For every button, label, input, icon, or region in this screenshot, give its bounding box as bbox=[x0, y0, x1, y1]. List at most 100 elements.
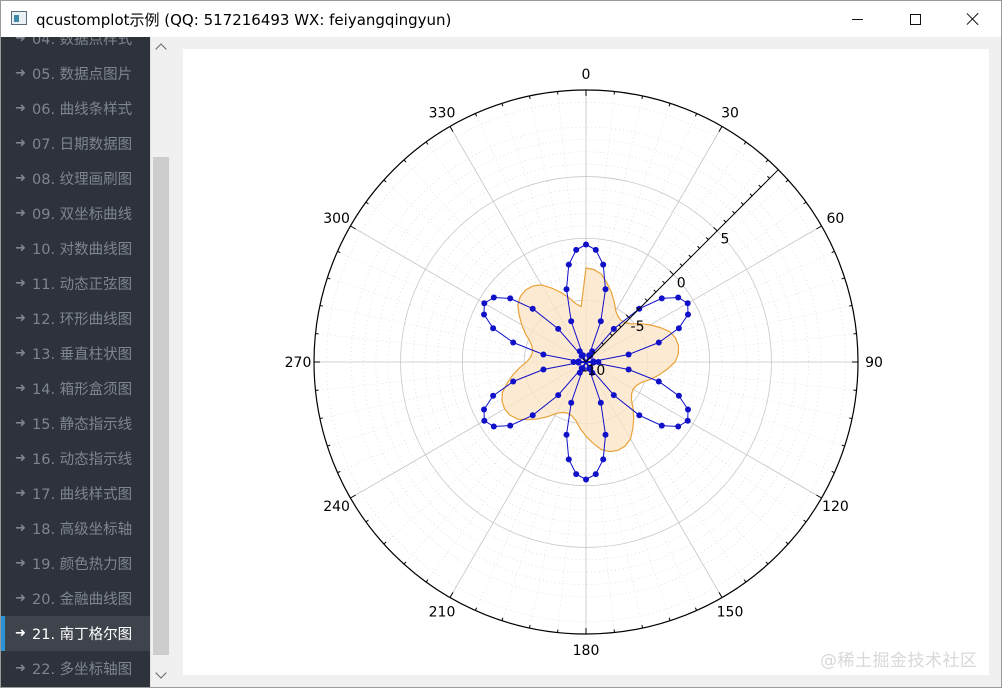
angular-major-tick bbox=[816, 225, 822, 230]
data-point bbox=[685, 311, 691, 318]
angular-major-tick bbox=[449, 126, 454, 132]
data-point bbox=[563, 431, 570, 438]
data-point bbox=[540, 351, 547, 358]
data-point bbox=[507, 422, 514, 429]
radial-minor-tick bbox=[609, 333, 613, 337]
data-point bbox=[685, 406, 691, 413]
data-point bbox=[555, 392, 562, 399]
angular-minor-tick bbox=[501, 103, 504, 107]
minor-grid-spoke bbox=[319, 305, 587, 363]
angular-minor-tick bbox=[849, 417, 853, 420]
scroll-down-button[interactable] bbox=[151, 665, 171, 685]
angular-minor-tick bbox=[694, 607, 698, 611]
data-point bbox=[675, 294, 682, 301]
data-point bbox=[529, 412, 536, 419]
minor-grid-spoke bbox=[327, 277, 587, 363]
sidebar-item[interactable]: ➜ 14. 箱形盒须图 bbox=[1, 371, 150, 406]
angular-minor-tick bbox=[383, 179, 387, 183]
minor-grid-spoke bbox=[585, 361, 615, 633]
angular-tick-label: 120 bbox=[822, 499, 849, 515]
sidebar-item[interactable]: ➜ 13. 垂直柱状图 bbox=[1, 336, 150, 371]
minor-grid-spoke bbox=[585, 159, 769, 363]
arrow-right-icon: ➜ bbox=[15, 311, 26, 326]
angular-minor-tick bbox=[841, 444, 845, 447]
sidebar-item[interactable]: ➜ 12. 环形曲线图 bbox=[1, 301, 150, 336]
arrow-right-icon: ➜ bbox=[15, 241, 26, 256]
arrow-right-icon: ➜ bbox=[15, 556, 26, 571]
sidebar-item[interactable]: ➜ 11. 动态正弦图 bbox=[1, 266, 150, 301]
sidebar-item[interactable]: ➜ 22. 多坐标轴图 bbox=[1, 651, 150, 686]
data-point bbox=[555, 325, 562, 332]
data-point bbox=[481, 311, 487, 318]
polar-chart[interactable]: 0 30 60 90 120 150 180 210 240 270 300 330 -10 -5 0 5 bbox=[183, 49, 989, 675]
data-point bbox=[595, 359, 602, 365]
scrollbar-thumb[interactable] bbox=[153, 157, 169, 655]
radial-tick-label: -5 bbox=[631, 319, 645, 335]
angular-minor-tick bbox=[765, 159, 769, 163]
sidebar-item[interactable]: ➜ 20. 金融曲线图 bbox=[1, 581, 150, 616]
minor-grid-spoke bbox=[315, 333, 587, 363]
polar-plot-area[interactable]: 0 30 60 90 120 150 180 210 240 270 300 330 -10 -5 0 5 bbox=[183, 49, 989, 675]
sidebar-item[interactable]: ➜ 06. 曲线条样式 bbox=[1, 91, 150, 126]
minor-grid-spoke bbox=[383, 179, 587, 363]
sidebar-item-label: 16. 动态指示线 bbox=[32, 452, 133, 468]
sidebar-item[interactable]: ➜ 15. 静态指示线 bbox=[1, 406, 150, 441]
data-point bbox=[507, 295, 514, 302]
sidebar-item[interactable]: ➜ 10. 对数曲线图 bbox=[1, 231, 150, 266]
scroll-up-button[interactable] bbox=[151, 37, 171, 57]
sidebar-item[interactable]: ➜ 18. 高级坐标轴 bbox=[1, 511, 150, 546]
angular-tick-label: 300 bbox=[323, 211, 350, 227]
sidebar-item[interactable]: ➜ 17. 曲线样式图 bbox=[1, 476, 150, 511]
angular-minor-tick bbox=[803, 201, 807, 205]
angular-minor-tick bbox=[668, 617, 671, 621]
maximize-icon bbox=[909, 13, 921, 25]
data-point bbox=[684, 417, 691, 424]
arrow-right-icon: ➜ bbox=[15, 101, 26, 116]
sidebar-item[interactable]: ➜ 04. 数据点样式 bbox=[1, 37, 150, 56]
angular-minor-tick bbox=[474, 113, 478, 117]
radial-tick-label: 5 bbox=[720, 232, 729, 248]
radial-minor-tick bbox=[740, 202, 744, 205]
data-point bbox=[675, 325, 682, 332]
sidebar-item[interactable]: ➜ 21. 南丁格尔图 bbox=[1, 616, 150, 651]
radial-minor-tick bbox=[644, 298, 648, 302]
close-button[interactable] bbox=[950, 1, 996, 37]
data-point bbox=[481, 417, 488, 424]
area-series bbox=[501, 267, 680, 453]
sidebar-item-label: 21. 南丁格尔图 bbox=[32, 627, 133, 643]
minor-grid-spoke bbox=[501, 361, 587, 621]
sidebar-item[interactable]: ➜ 05. 数据点图片 bbox=[1, 56, 150, 91]
data-point bbox=[570, 359, 577, 365]
minor-grid-spoke bbox=[585, 277, 845, 363]
watermark-text: @稀土掘金技术社区 bbox=[820, 651, 978, 671]
sidebar-item-label: 22. 多坐标轴图 bbox=[32, 662, 133, 678]
sidebar-item[interactable]: ➜ 09. 双坐标曲线 bbox=[1, 196, 150, 231]
data-point bbox=[590, 359, 597, 366]
angular-minor-tick bbox=[383, 541, 387, 545]
arrow-right-icon: ➜ bbox=[15, 346, 26, 361]
angular-minor-tick bbox=[743, 141, 747, 145]
data-point bbox=[481, 300, 488, 307]
angular-tick-label: 90 bbox=[865, 355, 883, 371]
sidebar-item[interactable]: ➜ 07. 日期数据图 bbox=[1, 126, 150, 161]
sidebar-item[interactable]: ➜ 08. 纹理画刷图 bbox=[1, 161, 150, 196]
sidebar-item[interactable]: ➜ 16. 动态指示线 bbox=[1, 441, 150, 476]
title-bar[interactable]: qcustomplot示例 (QQ: 517216493 WX: feiyang… bbox=[1, 1, 1001, 37]
minimize-button[interactable] bbox=[834, 1, 880, 37]
data-point bbox=[600, 261, 607, 268]
minor-grid-spoke bbox=[475, 361, 587, 611]
angular-minor-tick bbox=[528, 95, 531, 99]
maximize-button[interactable] bbox=[892, 1, 938, 37]
sidebar-item[interactable]: ➜ 19. 颜色热力图 bbox=[1, 546, 150, 581]
angular-major-tick bbox=[449, 592, 454, 598]
sidebar-scrollbar[interactable] bbox=[150, 37, 171, 687]
sidebar-item-label: 06. 曲线条样式 bbox=[32, 102, 133, 118]
data-point bbox=[540, 366, 547, 373]
angular-minor-tick bbox=[319, 417, 323, 420]
content-panel: 0 30 60 90 120 150 180 210 240 270 300 330 -10 -5 0 5 bbox=[171, 37, 1001, 687]
data-point bbox=[568, 318, 575, 325]
arrow-right-icon: ➜ bbox=[15, 381, 26, 396]
minor-grid-spoke bbox=[585, 361, 789, 545]
minor-grid-spoke bbox=[403, 361, 587, 565]
angular-minor-tick bbox=[785, 179, 789, 183]
